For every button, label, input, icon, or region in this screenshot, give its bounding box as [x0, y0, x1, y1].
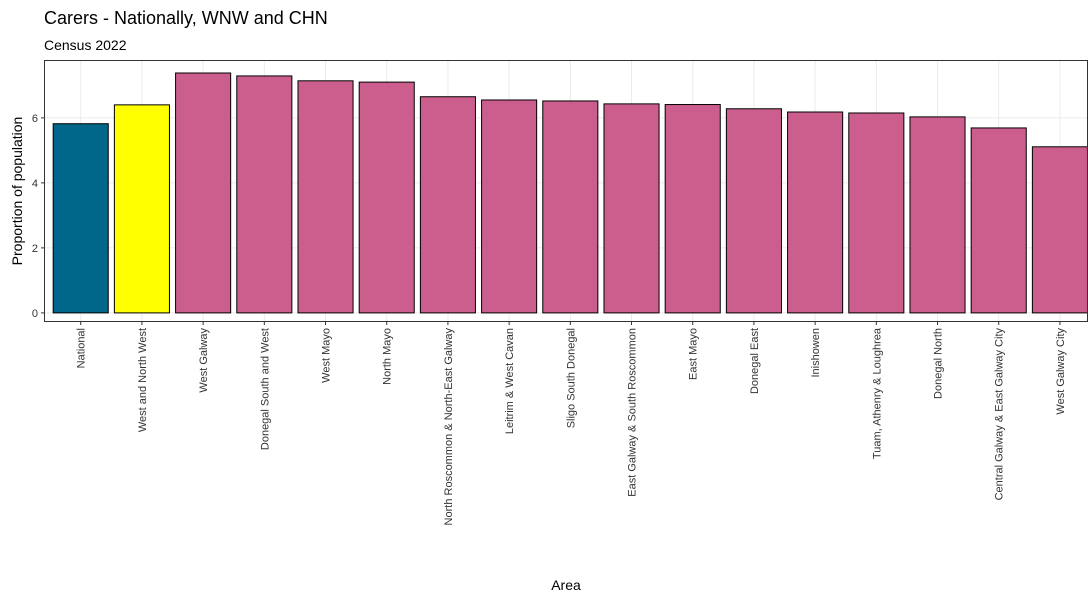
bar	[113, 104, 170, 314]
bar	[1031, 146, 1088, 314]
x-tick-label: North Mayo	[382, 328, 394, 385]
bar	[970, 127, 1027, 314]
bar	[664, 104, 721, 314]
y-tick-label: 2	[32, 243, 38, 255]
x-axis-label: Area	[551, 577, 581, 593]
bar	[787, 111, 844, 314]
y-tick-label: 6	[32, 113, 38, 125]
x-tick-label: Donegal North	[933, 328, 945, 399]
x-tick-label: Inishowen	[810, 328, 822, 378]
bar	[725, 108, 782, 314]
x-tick-label: Leitrim & West Cavan	[504, 328, 516, 434]
y-axis-label: Proportion of population	[9, 117, 25, 266]
bar	[481, 99, 538, 314]
x-tick-label: West Galway	[198, 328, 210, 393]
bar	[52, 123, 109, 314]
y-tick-label: 4	[32, 178, 38, 190]
x-tick-label: East Galway & South Roscommon	[627, 328, 639, 497]
x-tick-label: Sligo South Donegal	[565, 328, 577, 428]
bar	[297, 80, 354, 314]
plot-area	[44, 60, 1088, 322]
bar	[603, 103, 660, 314]
chart-subtitle: Census 2022	[44, 37, 127, 53]
bar	[358, 81, 415, 314]
x-tick-label: East Mayo	[688, 328, 700, 380]
bar	[848, 112, 905, 314]
x-tick-label: Donegal East	[749, 328, 761, 394]
bar	[419, 96, 476, 314]
x-tick-label: National	[76, 328, 88, 368]
x-tick-label: West Mayo	[321, 328, 333, 383]
bar	[175, 72, 232, 314]
x-tick-label: West and North West	[137, 328, 149, 432]
bar	[909, 116, 966, 314]
x-tick-label: Central Galway & East Galway City	[994, 328, 1006, 501]
bar	[542, 100, 599, 314]
chart-title: Carers - Nationally, WNW and CHN	[44, 8, 328, 28]
x-tick-label: Donegal South and West	[259, 328, 271, 450]
x-tick-label: Tuam, Athenry & Loughrea	[871, 327, 883, 459]
bar	[236, 75, 293, 314]
y-tick-label: 0	[32, 308, 38, 320]
x-tick-label: West Galway City	[1055, 328, 1067, 415]
x-tick-label: North Roscommon & North-East Galway	[443, 328, 455, 526]
